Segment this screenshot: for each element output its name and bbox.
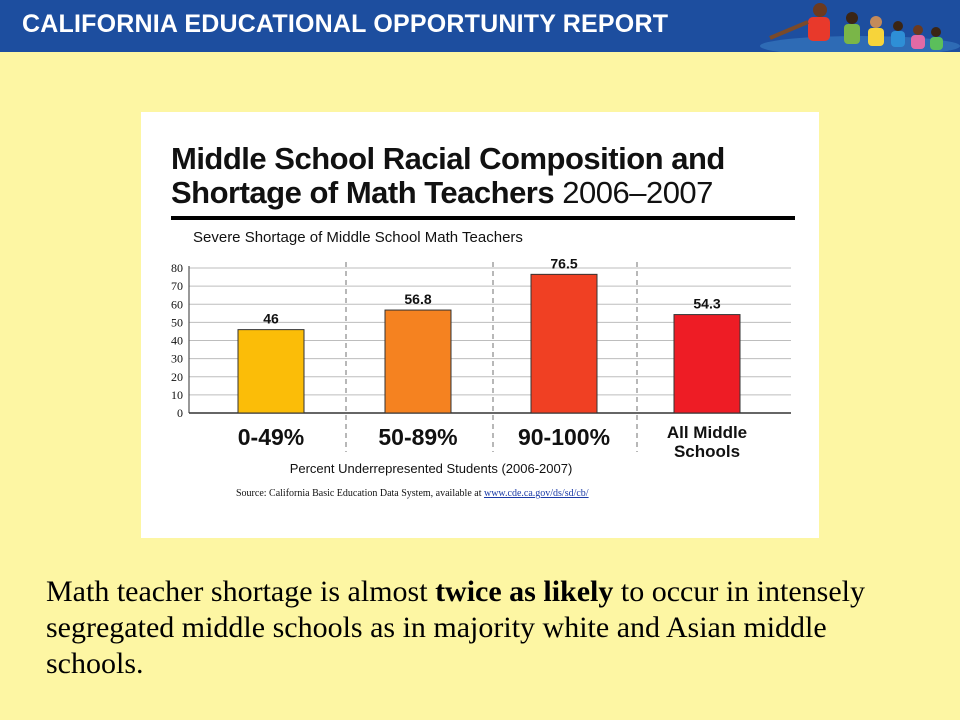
caption-emphasis: twice as likely — [435, 575, 614, 608]
y-tick-label: 20 — [171, 370, 183, 384]
labels: 0 10 20 30 40 50 60 70 80 46 0-49% 56.8 50-89% 76.5 90… — [171, 255, 747, 461]
category-label: 50-89% — [378, 424, 457, 450]
slide-caption: Math teacher shortage is almost twice as… — [46, 574, 922, 682]
source-prefix: Source: California Basic Education Data … — [236, 488, 484, 499]
y-tick-label: 30 — [171, 352, 183, 366]
data-label: 76.5 — [550, 255, 577, 271]
data-label: 46 — [263, 311, 279, 327]
students-photo — [760, 0, 960, 52]
bar-chart: 0 10 20 30 40 50 60 70 80 46 0-49% 56.8 50-89% 76.5 90… — [171, 255, 791, 499]
title-rule — [171, 216, 795, 220]
category-label: All Middle — [667, 423, 747, 442]
caption-text-end: to occur in intensely segregated middle … — [46, 575, 865, 680]
bar — [237, 329, 305, 414]
x-axis-title: Percent Underrepresented Students (2006-… — [290, 461, 573, 476]
bars — [237, 273, 741, 414]
source-link[interactable]: www.cde.ca.gov/ds/sd/cb/ — [484, 488, 589, 499]
chart-title-line1: Middle School Racial Composition and — [171, 141, 725, 176]
chart-card: Middle School Racial Composition and Sho… — [141, 112, 819, 538]
category-label: 0-49% — [238, 424, 304, 450]
chart-title-year: 2006–2007 — [562, 175, 713, 210]
chart-title-line2: Shortage of Math Teachers 2006–2007 — [171, 176, 725, 210]
data-label: 56.8 — [404, 291, 431, 307]
y-tick-label: 40 — [171, 334, 183, 348]
source-note: Source: California Basic Education Data … — [236, 488, 589, 499]
y-tick-label: 10 — [171, 388, 183, 402]
category-label: Schools — [674, 442, 740, 461]
y-tick-label: 50 — [171, 315, 183, 329]
banner-title: CALIFORNIA EDUCATIONAL OPPORTUNITY REPOR… — [22, 10, 669, 38]
category-label: 90-100% — [518, 424, 610, 450]
caption-text-start: Math teacher shortage is almost — [46, 575, 436, 608]
y-tick-label: 60 — [171, 297, 183, 311]
chart-title: Middle School Racial Composition and Sho… — [171, 142, 725, 210]
bar — [384, 309, 452, 414]
chart-title-line2-bold: Shortage of Math Teachers — [171, 175, 555, 210]
bar — [530, 273, 598, 414]
bar — [673, 314, 741, 414]
data-label: 54.3 — [693, 296, 720, 312]
y-tick-label: 0 — [177, 406, 183, 420]
y-tick-label: 70 — [171, 279, 183, 293]
y-tick-label: 80 — [171, 261, 183, 275]
chart-subtitle: Severe Shortage of Middle School Math Te… — [193, 229, 523, 246]
report-banner: CALIFORNIA EDUCATIONAL OPPORTUNITY REPOR… — [0, 0, 960, 52]
